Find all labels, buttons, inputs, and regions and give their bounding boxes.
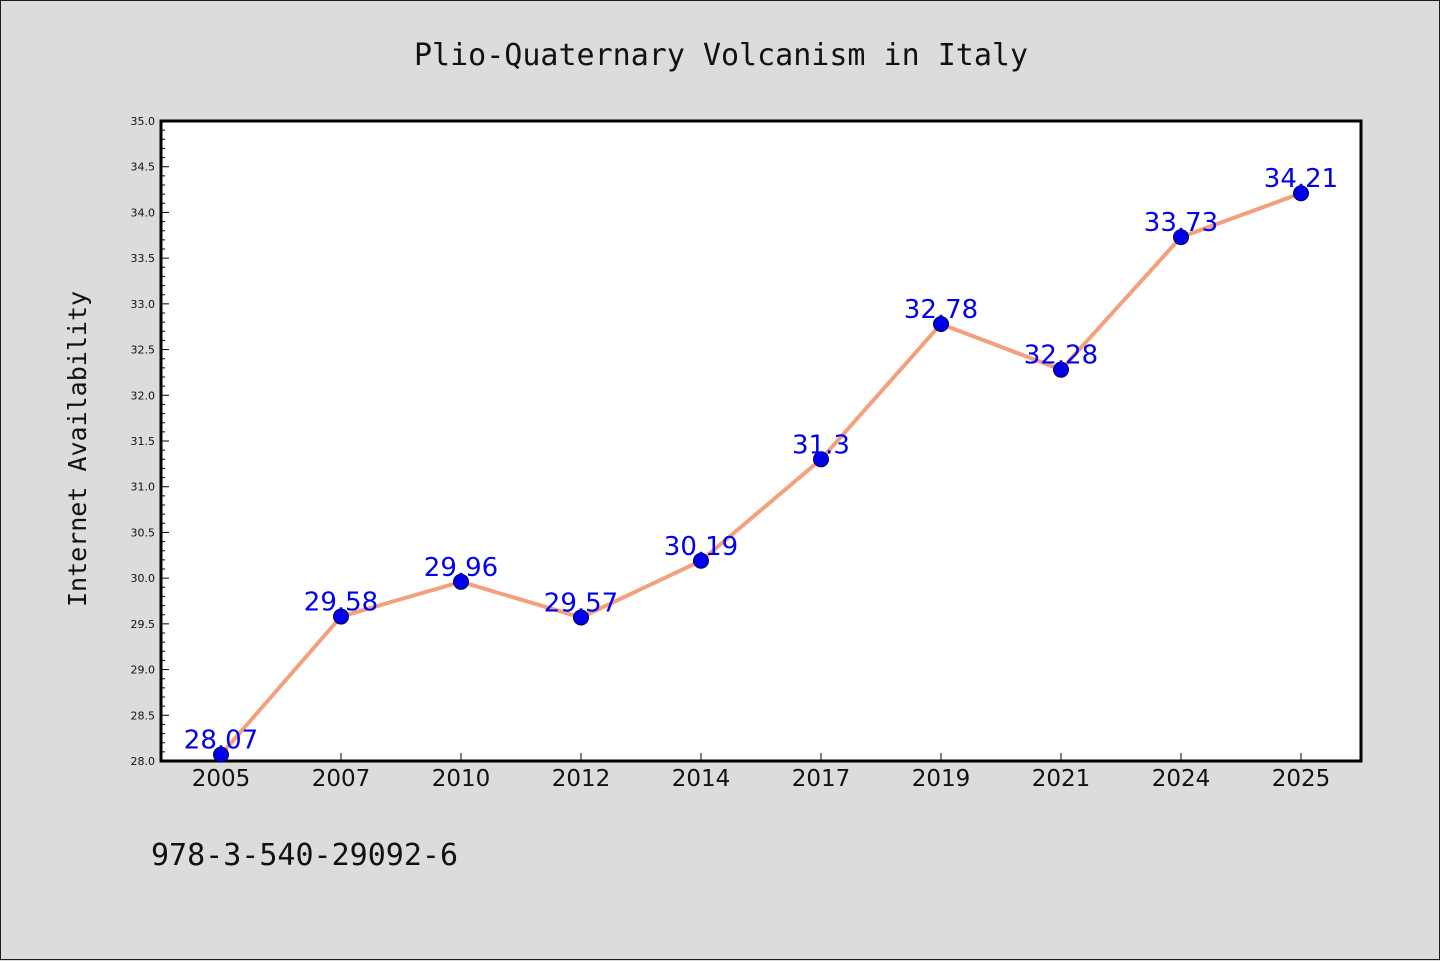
data-label: 30.19	[664, 532, 738, 562]
data-label: 34.21	[1264, 164, 1338, 194]
y-axis-label: Internet Availability	[63, 291, 92, 607]
y-tick-label: 30.0	[131, 572, 156, 585]
data-point	[813, 451, 829, 468]
y-axis: 28.0 28.5 29.0 29.5 30.0 30.5 31.0 31.5 32.0 32.5…	[131, 115, 169, 768]
x-tick-label: 2019	[912, 766, 971, 792]
x-tick-label: 2005	[192, 766, 251, 792]
y-tick-label: 30.5	[131, 526, 156, 539]
data-label: 28.07	[184, 726, 258, 756]
x-tick-label: 2007	[312, 766, 371, 792]
data-point	[1173, 229, 1189, 246]
data-point	[333, 608, 349, 625]
data-point	[453, 573, 469, 590]
y-tick-label: 29.5	[131, 618, 156, 631]
y-tick-label: 32.5	[131, 344, 156, 357]
series-layer	[213, 185, 1309, 763]
y-tick-label: 34.0	[131, 206, 156, 219]
y-tick-label: 28.0	[131, 755, 156, 768]
data-label: 32.28	[1024, 341, 1098, 371]
chart-title: Plio-Quaternary Volcanism in Italy	[414, 38, 1028, 73]
series-line	[219, 191, 1302, 756]
y-tick-label: 28.5	[131, 709, 156, 722]
x-tick-label: 2024	[1152, 766, 1211, 792]
x-axis: 2005 2007 2010 2012 2014 2017 2019 2021 2024 2025	[192, 753, 1331, 792]
y-tick-label: 35.0	[131, 115, 156, 128]
y-tick-label: 29.0	[131, 664, 156, 677]
data-point	[1293, 185, 1309, 202]
x-tick-label: 2017	[792, 766, 851, 792]
data-point	[693, 552, 709, 569]
data-label: 29.58	[304, 588, 378, 618]
x-tick-label: 2025	[1272, 766, 1331, 792]
x-tick-label: 2012	[552, 766, 611, 792]
x-tick-label: 2014	[672, 766, 731, 792]
data-label-layer: 28.07 29.58 29.96 29.57 30.19 31.3 32.78 32.28 3…	[184, 164, 1338, 755]
data-label: 29.57	[544, 588, 618, 618]
x-tick-label: 2010	[432, 766, 491, 792]
x-tick-label: 2021	[1032, 766, 1091, 792]
plot-area	[159, 119, 1363, 763]
data-label: 33.73	[1144, 208, 1218, 238]
data-point	[933, 315, 949, 332]
data-point	[213, 746, 229, 763]
data-point	[573, 609, 589, 626]
footer-isbn: 978-3-540-29092-6	[151, 838, 458, 873]
data-label: 32.78	[904, 295, 978, 325]
data-label: 31.3	[792, 430, 850, 460]
y-tick-label: 34.5	[131, 161, 156, 174]
data-point	[1053, 361, 1069, 378]
y-tick-label: 33.0	[131, 298, 156, 311]
y-tick-label: 31.0	[131, 481, 156, 494]
y-tick-label: 31.5	[131, 435, 156, 448]
data-label: 29.96	[424, 553, 498, 583]
y-tick-label: 33.5	[131, 252, 156, 265]
y-tick-label: 32.0	[131, 389, 156, 402]
